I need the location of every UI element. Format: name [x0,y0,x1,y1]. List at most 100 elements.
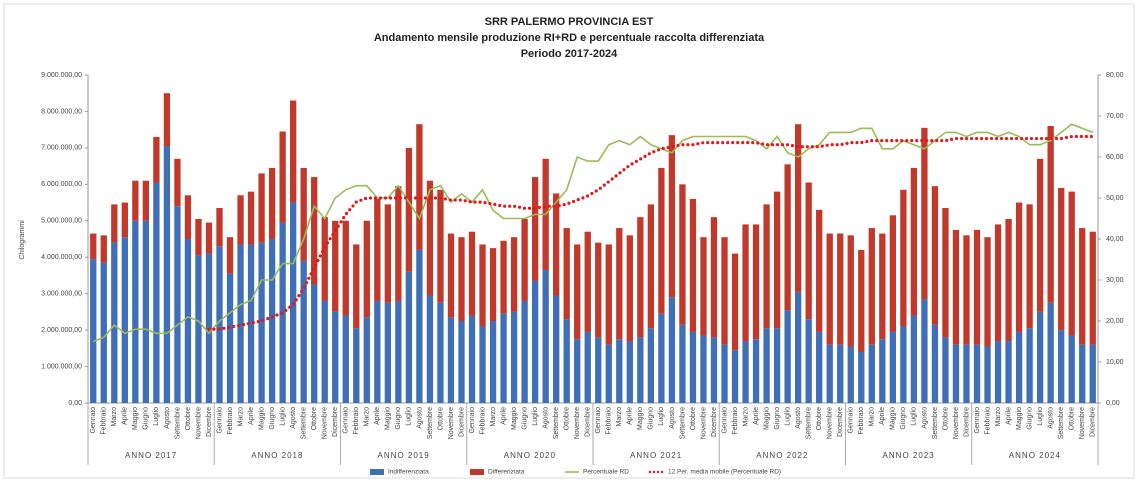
bar [405,147,413,272]
bar [458,321,465,403]
x-tick-label: Aprile [879,407,886,425]
bar [374,300,381,403]
group-label: ANNO 2023 [883,451,935,460]
x-tick-label: Giugno [1026,407,1033,430]
bar [963,344,970,403]
bar [163,146,171,404]
x-tick-label: Novembre [448,407,455,439]
bar [437,302,444,403]
bar [805,319,812,403]
bar [468,315,476,403]
x-tick-label: Dicembre [963,407,970,437]
x-tick-label: Marzo [490,407,497,427]
bar [100,262,107,403]
x-tick-label: Aprile [753,407,760,425]
bar [795,291,802,403]
bar [195,218,202,256]
bar [342,220,349,316]
x-tick-label: Agosto [1048,407,1055,429]
bar [837,344,844,403]
x-tick-label: Giugno [648,407,655,430]
bar [1089,231,1096,345]
x-tick-label: Luglio [911,407,918,426]
bar [973,344,981,403]
bar [816,331,823,403]
bar [595,337,602,403]
x-tick-label: Giugno [774,407,781,430]
x-tick-label: Giugno [269,407,276,430]
bar [574,339,581,403]
bar [752,339,760,403]
bar [311,284,318,403]
x-tick-label: Marzo [995,407,1002,427]
x-tick-label: Marzo [616,407,623,427]
bar [384,302,391,403]
bar [742,341,749,403]
bar [700,237,707,336]
bar [342,315,349,403]
x-tick-label: Febbraio [227,407,234,435]
bar [216,246,223,403]
bar [889,331,896,403]
y-axis-label: Chilogrammi [19,220,26,260]
bar [868,228,875,345]
x-tick-label: Febbraio [984,407,991,435]
bar [300,260,307,403]
bar [531,280,539,403]
bar [731,350,739,403]
bar [184,195,192,239]
x-tick-label: Aprile [1005,407,1012,425]
x-tick-label: Ottobre [1069,407,1076,430]
y2-tick-label: 30,00 [1106,277,1124,284]
x-tick-label: Maggio [132,407,139,430]
bar [437,189,444,303]
bar [258,242,265,403]
bar [353,244,360,329]
bar [574,244,581,340]
bar [1026,204,1033,329]
x-tick-label: Gennaio [595,407,602,434]
bar [521,218,528,301]
x-tick-label: Febbraio [101,407,108,435]
y-tick-label: 1.000.000,00 [41,363,82,370]
bar [132,180,139,221]
x-tick-label: Maggio [1016,407,1023,430]
x-tick-label: Ottobre [564,407,571,430]
bar [100,235,107,263]
bar [742,224,749,342]
x-tick-label: Giugno [900,407,907,430]
x-tick-label: Dicembre [711,407,718,437]
group-label: ANNO 2020 [504,451,556,460]
bar [353,328,360,403]
x-tick-label: Novembre [953,407,960,439]
group-label: ANNO 2022 [756,451,808,460]
x-tick-label: Agosto [543,407,550,429]
bar [626,235,633,342]
bar [153,136,160,183]
x-tick-label: Marzo [237,407,244,427]
legend-label: Percentuale RD [583,469,629,476]
x-tick-label: Gennaio [974,407,981,434]
x-tick-label: Ottobre [690,407,697,430]
bar [1005,218,1012,342]
bar [226,237,234,274]
bar [910,167,918,316]
x-tick-label: Ottobre [311,407,318,430]
bar [1079,228,1086,345]
bar [121,202,128,238]
bar [942,208,949,338]
bar [563,319,570,403]
bar [521,300,528,403]
y2-tick-label: 80,00 [1106,72,1124,79]
bar [510,311,518,403]
moving-average-line [207,134,1095,331]
bar [553,193,560,296]
bar [668,135,676,298]
bar [111,242,118,403]
bar [858,249,865,352]
bar [637,337,644,403]
x-tick-label: Dicembre [458,407,465,437]
x-tick-label: Marzo [364,407,371,427]
bar [142,180,150,221]
x-tick-label: Giugno [143,407,150,430]
